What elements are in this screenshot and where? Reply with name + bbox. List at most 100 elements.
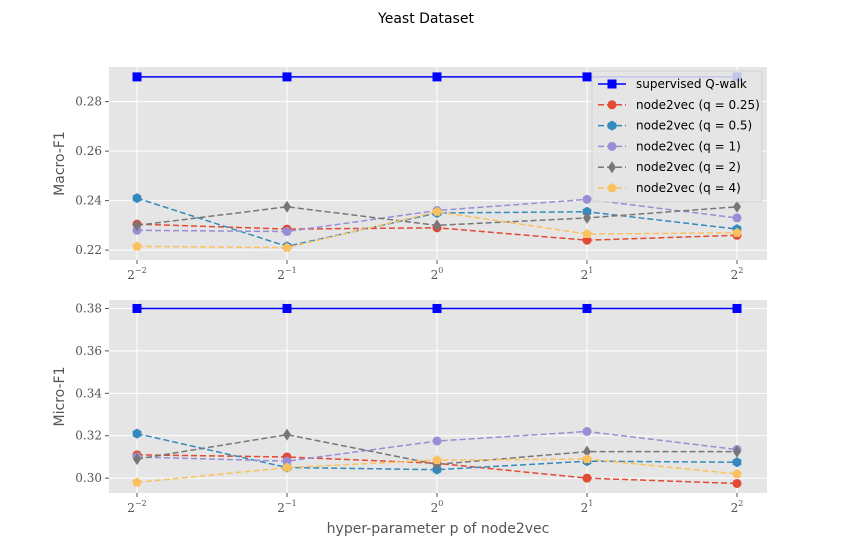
y-tick-label: 0.38 [75,301,102,315]
legend-label: supervised Q-walk [636,77,747,91]
x-tick-base: 2 [431,501,439,515]
x-tick-exponent: −2 [135,499,147,508]
macro-f1-panel: 0.220.240.260.282−2 2−1 20 21 22Macro-F1supe… [52,67,767,282]
micro-f1-panel: 0.300.320.340.360.382−2 2−1 20 21 22Micro-F1… [52,300,767,537]
data-point [733,200,741,213]
data-point [282,462,292,472]
data-point [132,428,142,439]
series-0 [132,303,742,313]
x-tick-base: 2 [731,501,739,515]
x-tick-exponent: 2 [738,266,743,275]
x-tick-base: 2 [277,501,285,515]
data-point [133,453,141,466]
y-tick-label: 0.32 [75,429,102,443]
legend: supervised Q-walk node2vec (q = 0.25) node… [591,70,763,203]
data-point [732,227,742,237]
legend-entry: node2vec (q = 1) [598,139,741,153]
series-line [136,210,738,249]
y-tick-label: 0.34 [75,386,102,400]
legend-marker [607,141,617,151]
data-point [432,303,442,313]
legend-label: node2vec (q = 4) [636,181,741,195]
data-point [582,72,592,82]
legend-entry: node2vec (q = 4) [598,181,741,195]
y-tick-label: 0.26 [75,144,102,158]
data-point [133,219,141,232]
data-point [132,193,142,204]
series-5 [132,206,742,252]
data-point [732,468,742,478]
data-point [432,206,442,216]
x-tick-label: 2−1 [277,266,296,282]
legend-marker [607,183,617,193]
data-point [582,206,592,217]
series-5 [132,454,742,487]
data-point [432,436,442,446]
x-tick-exponent: −1 [285,266,297,275]
data-point [583,211,591,224]
x-tick-label: 22 [731,266,744,282]
y-tick-label: 0.36 [75,344,102,358]
legend-entry: node2vec (q = 0.25) [598,98,760,112]
y-axis-label: Macro-F1 [52,131,68,196]
data-point [432,72,442,82]
data-point [733,445,741,458]
legend-marker [608,161,616,174]
legend-marker [607,100,617,110]
x-tick-base: 2 [581,501,589,515]
legend-label: node2vec (q = 0.25) [636,98,760,112]
x-tick-exponent: 2 [738,499,743,508]
x-tick-label: 20 [431,266,444,282]
x-tick-label: 2−2 [127,266,146,282]
series-4 [133,200,741,232]
x-tick-base: 2 [127,268,135,282]
series-line [136,433,737,466]
x-tick-exponent: 1 [588,499,593,508]
data-point [132,303,142,313]
x-axis-label: hyper-parameter p of node2vec [327,521,550,537]
data-point [282,303,292,313]
x-tick-base: 2 [277,268,285,282]
data-point [432,455,442,465]
legend-entry: node2vec (q = 0.5) [598,119,752,133]
data-point [132,477,142,487]
data-point [132,72,142,82]
data-point [282,456,292,466]
data-point [732,478,742,488]
y-tick-label: 0.28 [75,95,102,109]
legend-entry: supervised Q-walk [598,77,747,91]
legend-marker [607,120,617,131]
y-tick-label: 0.24 [75,194,102,208]
data-point [433,219,441,232]
data-point [132,241,142,251]
legend-box [591,70,763,203]
legend-label: node2vec (q = 1) [636,139,741,153]
x-tick-exponent: 0 [438,266,443,275]
x-tick-exponent: −1 [285,499,297,508]
x-tick-label: 22 [731,499,744,515]
data-point [582,229,592,239]
x-tick-base: 2 [127,501,135,515]
data-point [583,445,591,458]
data-point [282,242,292,252]
data-point [283,428,291,441]
x-tick-base: 2 [731,268,739,282]
y-axis-label: Micro-F1 [52,367,68,427]
x-tick-exponent: −2 [135,266,147,275]
x-tick-label: 2−1 [277,499,296,515]
data-point [582,454,592,464]
data-point [582,303,592,313]
legend-marker [607,79,617,89]
data-point [283,200,291,213]
x-tick-base: 2 [431,268,439,282]
legend-label: node2vec (q = 2) [636,160,741,174]
series-line [136,432,738,471]
data-point [582,426,592,436]
figure-title: Yeast Dataset [377,11,474,27]
legend-entry: node2vec (q = 2) [598,160,741,174]
x-tick-label: 2−2 [127,499,146,515]
data-point [582,194,592,204]
y-tick-label: 0.22 [75,243,102,257]
data-point [282,72,292,82]
